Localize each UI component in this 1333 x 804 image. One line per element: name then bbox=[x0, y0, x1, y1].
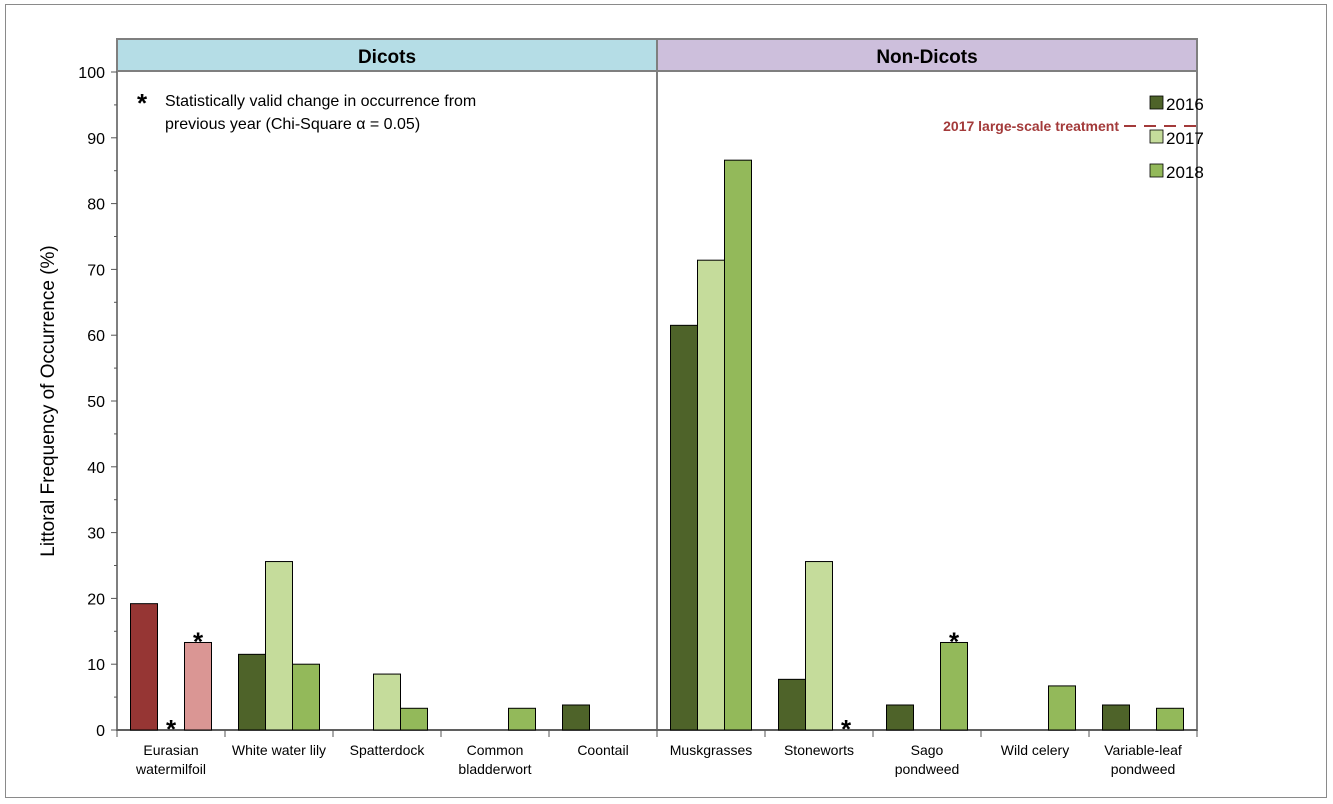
bar-2016 bbox=[238, 653, 266, 731]
category-label: Wild celery bbox=[1001, 742, 1069, 758]
bar-2018 bbox=[724, 159, 752, 731]
y-tick-label: 50 bbox=[87, 394, 105, 411]
bar-2018 bbox=[400, 707, 428, 731]
category-label: Stoneworts bbox=[784, 742, 854, 758]
bar-2018 bbox=[940, 641, 968, 731]
treatment-label: 2017 large-scale treatment bbox=[943, 118, 1119, 134]
y-tick-label: 70 bbox=[87, 262, 105, 279]
bar-2017 bbox=[373, 673, 401, 731]
bar-2018 bbox=[292, 663, 320, 731]
bar-2018 bbox=[1048, 685, 1076, 731]
y-tick-label: 0 bbox=[96, 723, 105, 740]
y-tick-label: 100 bbox=[78, 65, 105, 82]
note-star: * bbox=[137, 88, 148, 118]
bar-2018 bbox=[508, 707, 536, 731]
category-label: Spatterdock bbox=[350, 742, 426, 758]
significance-star: * bbox=[841, 714, 852, 744]
significance-star: * bbox=[193, 626, 204, 656]
bar-2016 bbox=[670, 324, 698, 731]
category-label: Eurasian bbox=[143, 742, 198, 758]
category-label: pondweed bbox=[895, 761, 960, 777]
bar-2016 bbox=[130, 603, 158, 731]
panel-title-0: Dicots bbox=[358, 47, 416, 68]
legend-label-2018: 2018 bbox=[1166, 163, 1204, 182]
category-label: Common bbox=[467, 742, 524, 758]
legend-swatch-2017 bbox=[1149, 129, 1164, 144]
bar-2018 bbox=[1156, 707, 1184, 731]
bar-2016 bbox=[886, 704, 914, 731]
significance-star: * bbox=[949, 626, 960, 656]
legend-swatch-2018 bbox=[1149, 163, 1164, 178]
category-label: Muskgrasses bbox=[670, 742, 752, 758]
significance-star: * bbox=[166, 714, 177, 744]
y-tick-label: 10 bbox=[87, 657, 105, 674]
category-label: White water lily bbox=[232, 742, 326, 758]
y-tick-label: 30 bbox=[87, 526, 105, 543]
legend-label-2016: 2016 bbox=[1166, 95, 1204, 114]
chart-frame bbox=[5, 4, 1327, 798]
note-line-2: previous year (Chi-Square α = 0.05) bbox=[165, 116, 420, 133]
bar-2017 bbox=[697, 259, 725, 731]
y-axis-label: Littoral Frequency of Occurrence (%) bbox=[38, 245, 59, 557]
panel-title-1: Non-Dicots bbox=[876, 47, 977, 68]
y-tick-label: 20 bbox=[87, 591, 105, 608]
legend-swatch-2016 bbox=[1149, 95, 1164, 110]
bar-2016 bbox=[1102, 704, 1130, 731]
category-label: Variable-leaf bbox=[1104, 742, 1182, 758]
bar-2018 bbox=[184, 641, 212, 731]
y-tick-label: 40 bbox=[87, 460, 105, 477]
y-tick-label: 90 bbox=[87, 131, 105, 148]
note-line-1: Statistically valid change in occurrence… bbox=[165, 93, 476, 110]
y-tick-label: 80 bbox=[87, 197, 105, 214]
bar-2016 bbox=[562, 704, 590, 731]
bar-2016 bbox=[778, 678, 806, 731]
category-label: pondweed bbox=[1111, 761, 1176, 777]
y-tick-label: 60 bbox=[87, 328, 105, 345]
bar-2017 bbox=[805, 561, 833, 731]
category-label: watermilfoil bbox=[135, 761, 206, 777]
category-label: Sago bbox=[911, 742, 944, 758]
legend-label-2017: 2017 bbox=[1166, 129, 1204, 148]
bar-2017 bbox=[265, 561, 293, 731]
category-label: Coontail bbox=[577, 742, 628, 758]
category-label: bladderwort bbox=[458, 761, 531, 777]
